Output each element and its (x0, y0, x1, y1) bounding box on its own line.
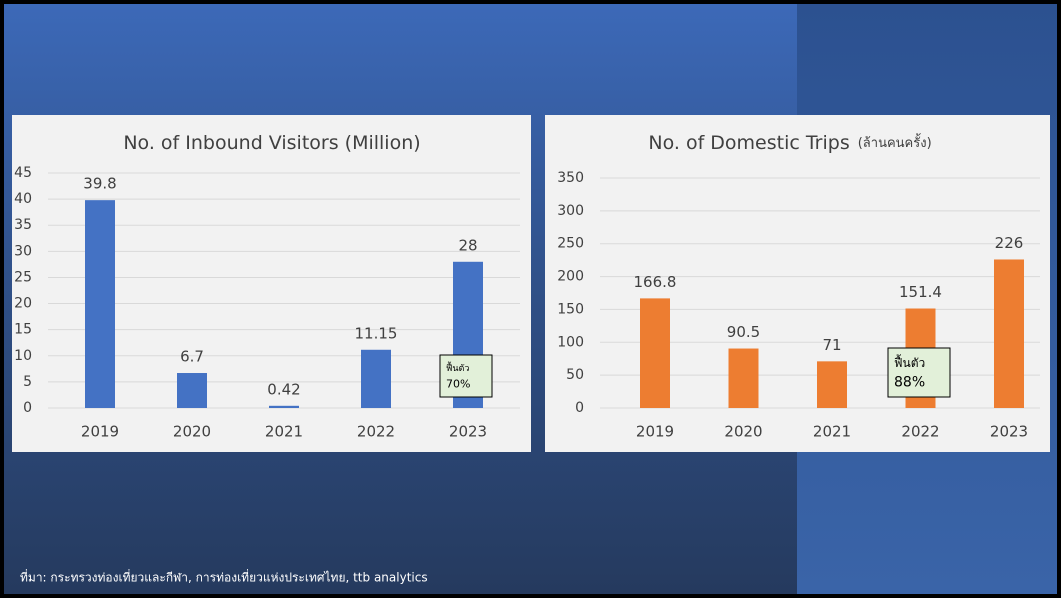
bar (269, 405, 299, 408)
x-tick-label: 2019 (636, 423, 674, 441)
y-tick-label: 40 (14, 191, 32, 207)
y-tick-label: 100 (557, 334, 584, 350)
x-tick-label: 2020 (724, 423, 762, 441)
bar (994, 259, 1024, 408)
y-tick-label: 300 (557, 203, 584, 219)
chart-subtitle: (ล้านคนครั้ง) (858, 133, 932, 151)
x-tick-label: 2022 (357, 423, 395, 441)
y-tick-label: 350 (557, 170, 584, 186)
chart-title-text: No. of Domestic Trips (648, 132, 849, 154)
data-label: 6.7 (180, 348, 204, 366)
bar (177, 373, 207, 408)
bar (817, 361, 847, 408)
data-label: 28 (458, 236, 477, 254)
data-label: 151.4 (899, 283, 942, 301)
x-tick-label: 2022 (901, 423, 939, 441)
y-tick-label: 200 (557, 269, 584, 285)
bar (361, 349, 391, 408)
bar (640, 298, 670, 408)
annotation-label: ฟื้นตัว (446, 361, 469, 374)
data-label: 166.8 (634, 273, 677, 291)
chart-panel (545, 115, 1050, 452)
x-tick-label: 2021 (265, 423, 303, 441)
x-tick-label: 2023 (449, 423, 487, 441)
annotation-text: 70% (446, 377, 470, 390)
y-tick-label: 0 (23, 400, 32, 416)
y-tick-label: 20 (14, 296, 32, 312)
footnote: ที่มา: กระทรวงท่องเที่ยวและกีฬา, การท่อง… (20, 569, 428, 585)
annotation-box (439, 354, 493, 398)
data-label: 71 (822, 336, 841, 354)
y-tick-label: 0 (575, 400, 584, 416)
y-tick-label: 50 (566, 367, 584, 383)
bar (728, 348, 759, 408)
x-tick-label: 2023 (990, 423, 1028, 441)
x-tick-label: 2021 (813, 423, 851, 441)
x-tick-label: 2019 (81, 423, 119, 441)
y-tick-label: 5 (23, 374, 32, 390)
y-tick-label: 150 (557, 301, 584, 317)
y-tick-label: 15 (14, 322, 32, 338)
chart-title: No. of Domestic Trips (ล้านคนครั้ง) (648, 132, 931, 154)
annotation-label: ฟื้นตัว (894, 354, 925, 370)
annotation-text: 88% (894, 374, 925, 390)
data-label: 90.5 (727, 323, 760, 341)
y-tick-label: 35 (14, 217, 32, 233)
y-tick-label: 30 (14, 243, 32, 259)
chart-title: No. of Inbound Visitors (Million) (123, 132, 420, 154)
annotation-box (887, 347, 951, 398)
y-tick-label: 10 (14, 348, 32, 364)
chart-title-text: No. of Inbound Visitors (Million) (123, 132, 420, 154)
y-tick-label: 45 (14, 165, 32, 181)
y-tick-label: 250 (557, 236, 584, 252)
data-label: 226 (995, 234, 1024, 252)
y-tick-label: 25 (14, 269, 32, 285)
bar (85, 200, 115, 408)
data-label: 39.8 (83, 175, 116, 193)
data-label: 0.42 (267, 380, 300, 398)
x-tick-label: 2020 (173, 423, 211, 441)
data-label: 11.15 (355, 324, 398, 342)
